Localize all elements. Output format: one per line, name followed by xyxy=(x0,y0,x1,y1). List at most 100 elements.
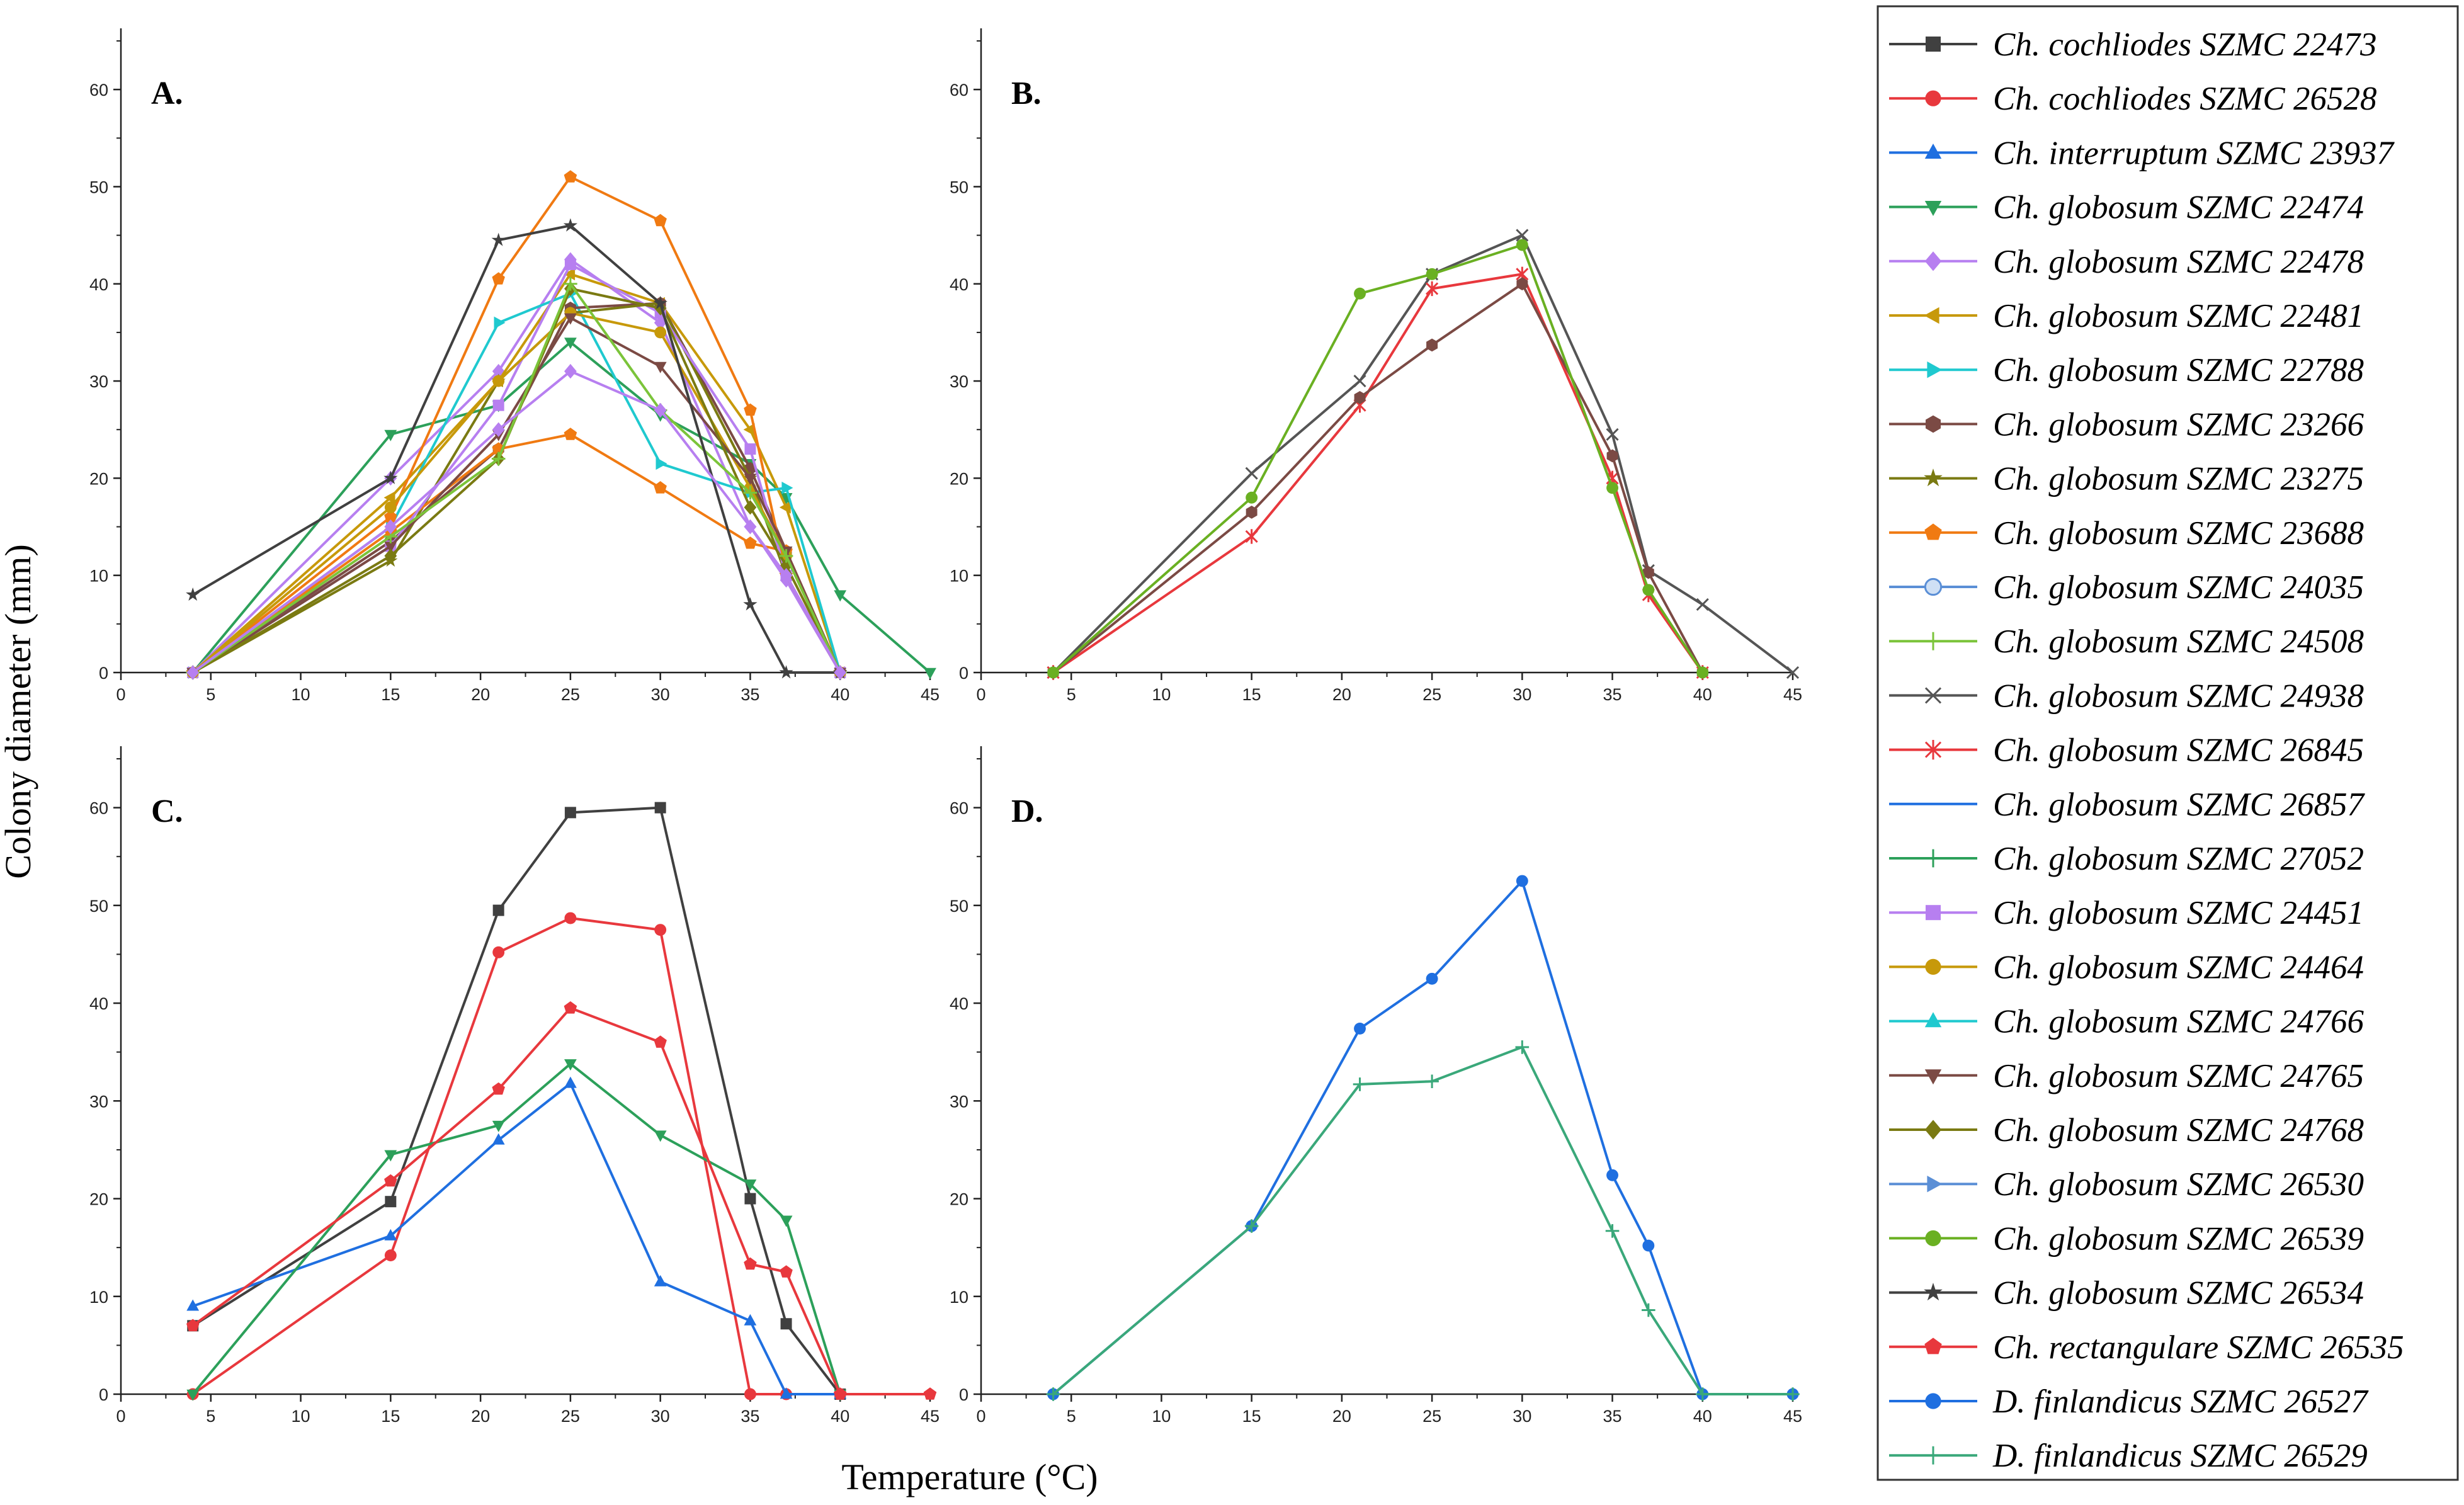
x-tick-label: 30 xyxy=(651,1407,670,1426)
series-2 xyxy=(186,912,846,1400)
data-point xyxy=(1642,584,1655,596)
legend-entry: D. finlandicus SZMC 26527 xyxy=(1889,1383,2369,1420)
legend-label: Ch. globosum SZMC 22481 xyxy=(1993,298,2364,334)
series-line xyxy=(1052,234,1794,674)
legend-entry: Ch. globosum SZMC 24768 xyxy=(1889,1112,2364,1149)
data-point xyxy=(384,542,397,554)
data-point xyxy=(743,423,755,436)
legend-marker xyxy=(1925,958,1941,975)
data-point xyxy=(1606,482,1619,494)
legend-entry: Ch. globosum SZMC 26845 xyxy=(1889,732,2364,769)
x-tick-label: 15 xyxy=(1242,685,1261,704)
data-point xyxy=(492,375,505,387)
series-line xyxy=(1052,282,1704,674)
x-tick-label: 10 xyxy=(292,1407,310,1426)
data-point xyxy=(1516,239,1528,251)
data-point xyxy=(654,1035,667,1048)
legend-entry: Ch. globosum SZMC 24765 xyxy=(1889,1058,2364,1094)
data-point xyxy=(780,568,793,583)
legend-label: D. finlandicus SZMC 26529 xyxy=(1992,1438,2368,1474)
x-tick-label: 25 xyxy=(561,685,580,704)
legend-label: Ch. globosum SZMC 24766 xyxy=(1993,1004,2364,1040)
legend-marker xyxy=(1927,361,1943,378)
x-tick-label: 30 xyxy=(1513,1407,1531,1426)
legend-entry: Ch. globosum SZMC 23266 xyxy=(1889,406,2364,443)
series-line xyxy=(191,176,841,674)
data-point xyxy=(779,549,793,563)
data-point xyxy=(564,1001,577,1014)
legend-marker xyxy=(1924,1446,1943,1465)
data-point xyxy=(1354,391,1366,404)
legend-frame xyxy=(1876,5,2459,1481)
legend-entry: Ch. globosum SZMC 23275 xyxy=(1889,461,2364,497)
x-tick-label: 5 xyxy=(1067,685,1076,704)
data-point xyxy=(491,232,506,246)
y-tick-label: 50 xyxy=(950,897,968,916)
legend-marker xyxy=(1924,201,1942,216)
data-point xyxy=(654,213,667,227)
legend-entry: Ch. globosum SZMC 26857 xyxy=(1889,787,2365,823)
x-tick-label: 10 xyxy=(1152,685,1171,704)
legend-entry: Ch. rectangulare SZMC 26535 xyxy=(1889,1329,2404,1366)
legend-label: Ch. globosum SZMC 24938 xyxy=(1993,678,2364,714)
data-point xyxy=(1642,1303,1655,1317)
data-point xyxy=(654,924,667,936)
legend-label: Ch. globosum SZMC 22478 xyxy=(1993,244,2364,280)
data-point xyxy=(744,537,757,549)
y-tick-label: 20 xyxy=(950,1190,968,1209)
data-point xyxy=(384,429,397,441)
x-tick-label: 15 xyxy=(381,1407,400,1426)
legend-marker xyxy=(1925,90,1941,106)
y-tick-label: 20 xyxy=(89,469,108,488)
legend-marker xyxy=(1926,37,1941,52)
legend-label: Ch. globosum SZMC 24464 xyxy=(1993,949,2364,985)
series-1 xyxy=(186,338,936,679)
x-tick-label: 45 xyxy=(1783,685,1802,704)
series-2 xyxy=(1046,1040,1800,1401)
data-point xyxy=(1516,277,1528,291)
legend-entry: Ch. cochliodes SZMC 22473 xyxy=(1889,26,2376,63)
data-point xyxy=(780,558,793,573)
legend-marker xyxy=(1926,905,1941,921)
data-point xyxy=(1246,491,1258,504)
data-point xyxy=(384,1229,397,1241)
series-line xyxy=(192,1006,930,1395)
data-point xyxy=(186,1299,200,1311)
y-tick-label: 40 xyxy=(950,275,968,294)
y-tick-label: 30 xyxy=(950,372,968,391)
series-1 xyxy=(1047,229,1800,679)
data-point xyxy=(1695,1387,1710,1401)
data-point xyxy=(1354,1022,1366,1035)
y-tick-label: 60 xyxy=(950,81,968,99)
legend-label: Ch. globosum SZMC 22474 xyxy=(1993,190,2364,226)
series-1 xyxy=(187,802,846,1400)
series-5 xyxy=(186,1001,937,1400)
legend-label: Ch. interruptum SZMC 23937 xyxy=(1993,135,2395,171)
legend-entry: Ch. globosum SZMC 22788 xyxy=(1889,352,2364,389)
data-point xyxy=(744,403,757,416)
data-point xyxy=(564,258,576,270)
x-tick-label: 20 xyxy=(1332,1407,1351,1426)
data-point xyxy=(492,272,505,285)
data-point xyxy=(492,399,504,411)
data-point xyxy=(564,313,577,325)
data-point xyxy=(656,457,667,470)
legend-label: Ch. globosum SZMC 23266 xyxy=(1993,406,2364,443)
y-tick-label: 0 xyxy=(959,1385,968,1404)
legend-entry: Ch. globosum SZMC 24938 xyxy=(1889,678,2364,714)
data-point xyxy=(492,422,505,437)
legend-marker xyxy=(1924,740,1942,760)
data-point xyxy=(744,1388,756,1400)
legend-label: Ch. globosum SZMC 24451 xyxy=(1993,895,2364,931)
legend-label: Ch. globosum SZMC 24765 xyxy=(1993,1058,2364,1094)
legend-label: Ch. globosum SZMC 26539 xyxy=(1993,1220,2364,1257)
legend-entry: Ch. globosum SZMC 27052 xyxy=(1889,841,2364,877)
legend-marker xyxy=(1924,1120,1942,1140)
data-point xyxy=(923,1387,937,1400)
legend-entry: Ch. globosum SZMC 26534 xyxy=(1889,1275,2364,1312)
data-point xyxy=(654,481,667,494)
data-point xyxy=(654,326,667,339)
x-tick-label: 35 xyxy=(741,1407,759,1426)
y-tick-label: 0 xyxy=(99,664,108,683)
legend-entry: D. finlandicus SZMC 26529 xyxy=(1889,1438,2368,1474)
